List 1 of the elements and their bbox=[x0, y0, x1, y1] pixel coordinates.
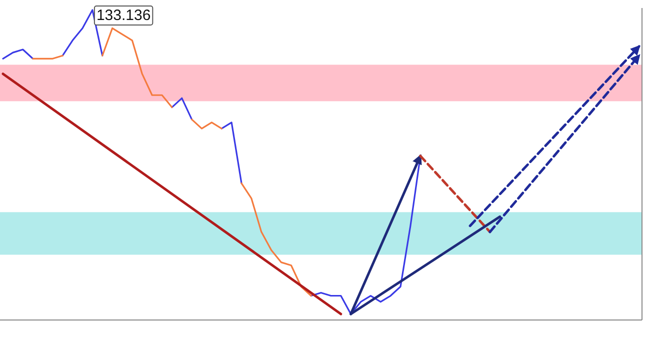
annotation: 133.136 bbox=[96, 7, 151, 24]
